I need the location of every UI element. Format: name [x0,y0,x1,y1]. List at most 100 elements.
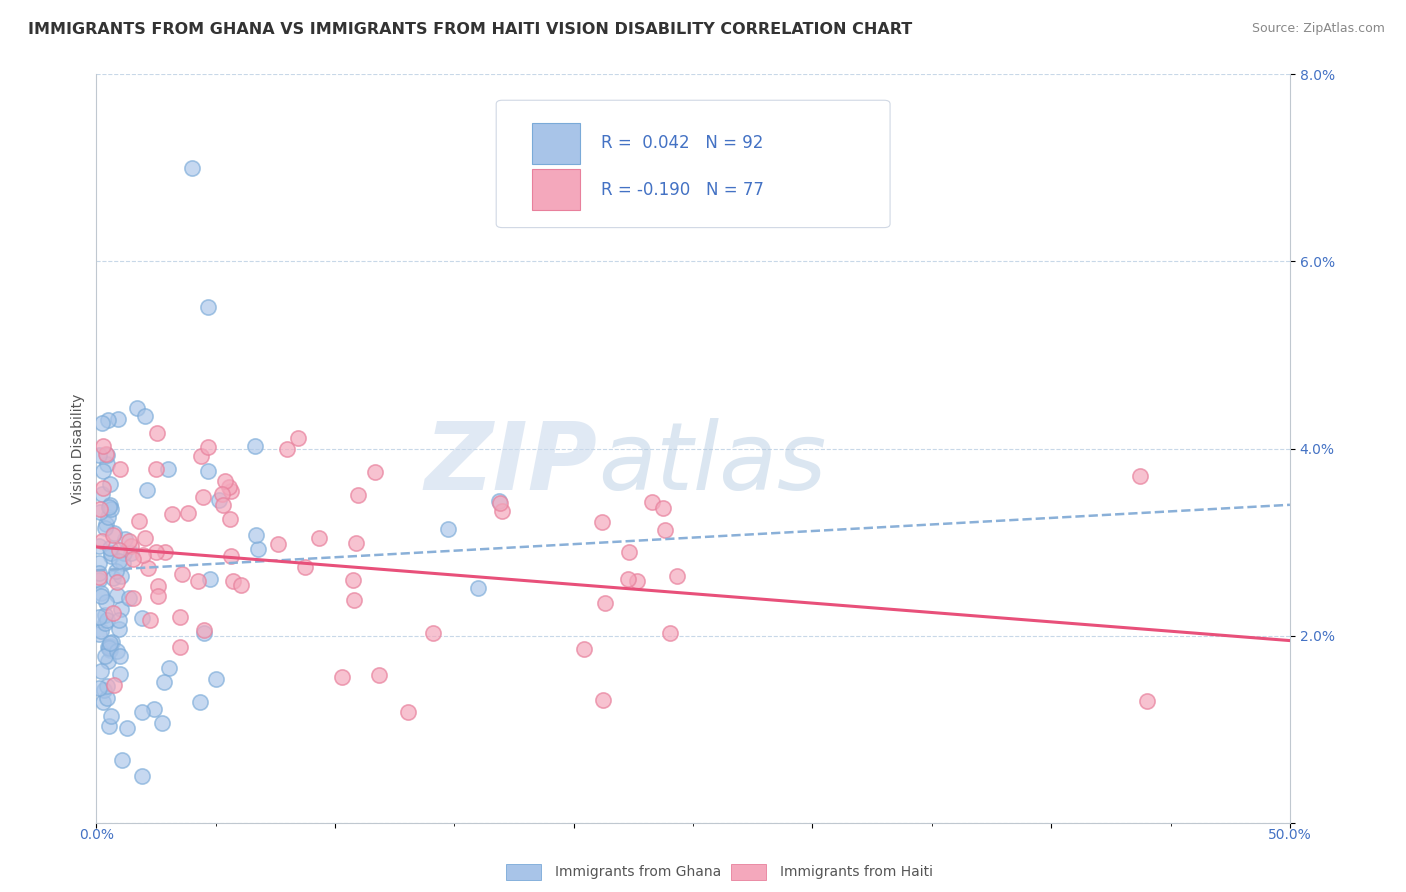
Point [187,574,209,589]
Point [103,607,125,621]
Point [108,462,131,476]
Point [98,641,121,656]
Point [90,417,112,431]
Point [110,602,132,616]
Point [191,490,214,504]
Point [368,667,391,681]
Point [229,578,252,592]
Point [287,431,309,445]
Point [488,493,510,508]
Point [197,300,219,314]
Point [87,556,110,570]
Point [131,611,153,625]
Point [145,462,167,476]
Point [346,488,368,502]
Point [91,464,114,478]
Point [219,512,242,526]
Point [91,533,114,548]
Point [211,498,233,512]
Point [87,610,110,624]
Point [197,440,219,454]
Point [108,622,131,636]
Point [108,648,131,663]
Point [145,425,167,440]
Point [177,506,200,520]
Point [94,616,117,631]
Point [97,640,120,654]
Point [111,753,134,767]
Point [437,523,460,537]
Point [97,413,120,427]
Point [100,635,122,649]
Point [105,644,128,658]
Point [103,677,125,691]
Text: Immigrants from Ghana: Immigrants from Ghana [555,865,721,880]
Point [117,722,139,736]
Point [87,448,110,462]
Point [94,520,117,534]
Point [90,585,112,599]
Point [136,483,159,498]
Point [93,648,115,663]
Point [121,539,143,553]
Point [91,695,114,709]
Point [89,502,111,516]
Point [94,608,117,623]
Text: Source: ZipAtlas.com: Source: ZipAtlas.com [1251,22,1385,36]
FancyBboxPatch shape [531,169,579,211]
Point [145,545,167,559]
Point [122,591,145,605]
Point [97,654,120,668]
Point [97,719,120,733]
Point [111,556,134,570]
Point [150,715,173,730]
Point [155,545,177,559]
Y-axis label: Vision Disability: Vision Disability [72,393,86,504]
Point [100,546,122,560]
Point [1136,694,1159,708]
Point [344,536,367,550]
FancyBboxPatch shape [531,123,579,164]
Point [467,582,489,596]
Point [131,706,153,720]
Point [422,626,444,640]
Point [121,552,143,566]
Point [491,504,513,518]
Point [188,696,211,710]
Point [221,574,243,588]
Point [198,572,221,586]
Point [87,626,110,640]
Point [169,610,191,624]
Point [101,571,124,585]
Point [156,462,179,476]
Point [94,516,117,531]
Point [107,588,129,602]
Point [87,570,110,584]
Point [190,450,212,464]
Text: ZIP: ZIP [425,417,598,509]
Text: R = -0.190   N = 77: R = -0.190 N = 77 [602,181,763,199]
Point [117,591,139,605]
Point [169,640,191,655]
Point [94,595,117,609]
Point [87,573,110,587]
Point [308,531,330,545]
Point [148,590,170,604]
Point [91,487,114,501]
Point [96,448,118,462]
Point [108,613,131,627]
Point [110,569,132,583]
Point [218,480,240,494]
Point [1129,469,1152,483]
Point [193,625,215,640]
Point [180,161,202,175]
Point [120,546,142,560]
Point [94,448,117,462]
Text: atlas: atlas [598,418,825,509]
Point [90,665,112,679]
Point [342,573,364,587]
Point [243,439,266,453]
Point [112,546,135,560]
Point [104,564,127,578]
Point [93,683,115,698]
